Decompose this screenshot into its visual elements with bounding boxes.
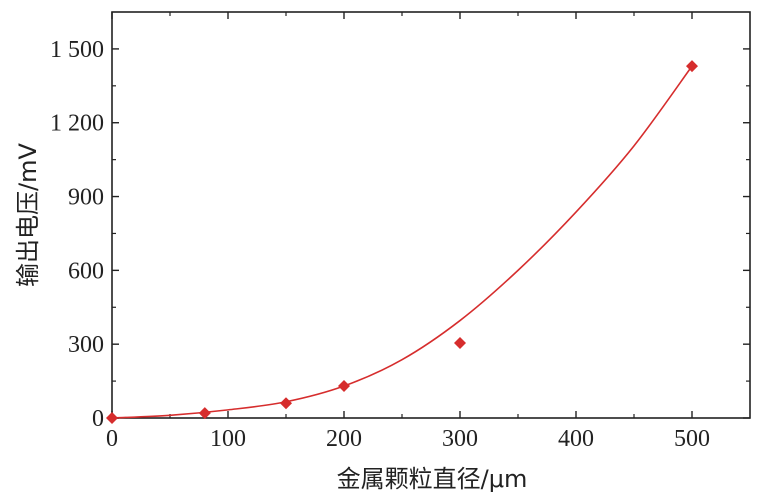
y-tick-label: 900 <box>68 185 104 211</box>
x-axis-label: 金属颗粒直径/μm <box>337 465 528 493</box>
x-axis: 0 100 200 300 400 500 <box>106 12 710 452</box>
data-point-series <box>106 60 698 424</box>
fit-curve-series <box>111 65 693 419</box>
plot-frame <box>111 11 751 419</box>
data-point <box>280 397 292 410</box>
y-axis: 0 300 600 900 1 200 1 500 <box>50 37 750 432</box>
data-point <box>686 60 698 73</box>
x-tick-label: 0 <box>106 426 118 452</box>
x-tick-label: 100 <box>210 426 246 452</box>
x-tick-label: 300 <box>442 426 478 452</box>
y-tick-label: 300 <box>68 332 104 358</box>
data-point <box>338 380 350 393</box>
y-tick-label: 0 <box>92 406 104 432</box>
y-tick-label: 1 200 <box>50 111 104 137</box>
plot-border <box>111 11 751 419</box>
data-point <box>106 412 118 424</box>
x-tick-label: 200 <box>326 426 362 452</box>
x-tick-label: 400 <box>558 426 594 452</box>
x-tick-label: 500 <box>674 426 710 452</box>
y-axis-label: 输出电压/mV <box>14 142 42 286</box>
fit-curve <box>111 65 693 419</box>
y-tick-label: 1 500 <box>50 37 104 63</box>
data-point <box>198 407 211 420</box>
data-point <box>454 336 466 349</box>
y-tick-label: 600 <box>68 258 104 284</box>
